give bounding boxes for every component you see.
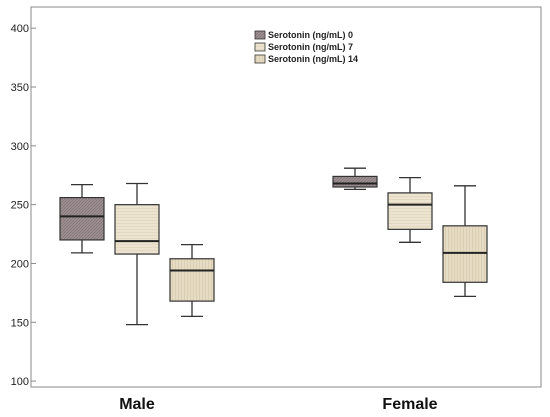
legend-label: Serotonin (ng/mL) 7 xyxy=(268,42,353,52)
y-tick-label: 100 xyxy=(11,376,29,388)
box-iqr xyxy=(59,196,105,241)
box-iqr xyxy=(169,258,215,302)
box-female-series-2 xyxy=(442,185,488,298)
box-female-series-0 xyxy=(332,167,378,191)
box-male-series-2 xyxy=(169,243,215,318)
plot-frame xyxy=(30,6,542,388)
box-iqr xyxy=(114,204,160,255)
box-iqr xyxy=(332,175,378,188)
y-tick-label: 300 xyxy=(11,141,29,153)
y-tick-label: 350 xyxy=(11,82,29,94)
legend: Serotonin (ng/mL) 0 Serotonin (ng/mL) 7 Se… xyxy=(254,30,358,64)
x-category-label: Female xyxy=(382,396,437,413)
y-tick-label: 400 xyxy=(11,23,29,35)
y-axis: 100 150 200 250 300 350 400 xyxy=(11,23,36,388)
y-tick-label: 150 xyxy=(11,317,29,329)
box-male-series-1 xyxy=(114,182,160,326)
y-tick-label: 250 xyxy=(11,200,29,212)
legend-swatch xyxy=(254,42,266,52)
box-iqr xyxy=(387,192,433,230)
box-female-series-1 xyxy=(387,176,433,243)
legend-swatch xyxy=(254,30,266,40)
y-tick-label: 200 xyxy=(11,258,29,270)
legend-label: Serotonin (ng/mL) 0 xyxy=(268,30,353,40)
box-series xyxy=(59,167,488,326)
legend-swatch xyxy=(254,54,266,64)
x-axis: Male Female xyxy=(119,396,437,413)
x-category-label: Male xyxy=(119,396,155,413)
box-male-series-0 xyxy=(59,183,105,254)
legend-label: Serotonin (ng/mL) 14 xyxy=(268,54,358,64)
box-iqr xyxy=(442,225,488,283)
